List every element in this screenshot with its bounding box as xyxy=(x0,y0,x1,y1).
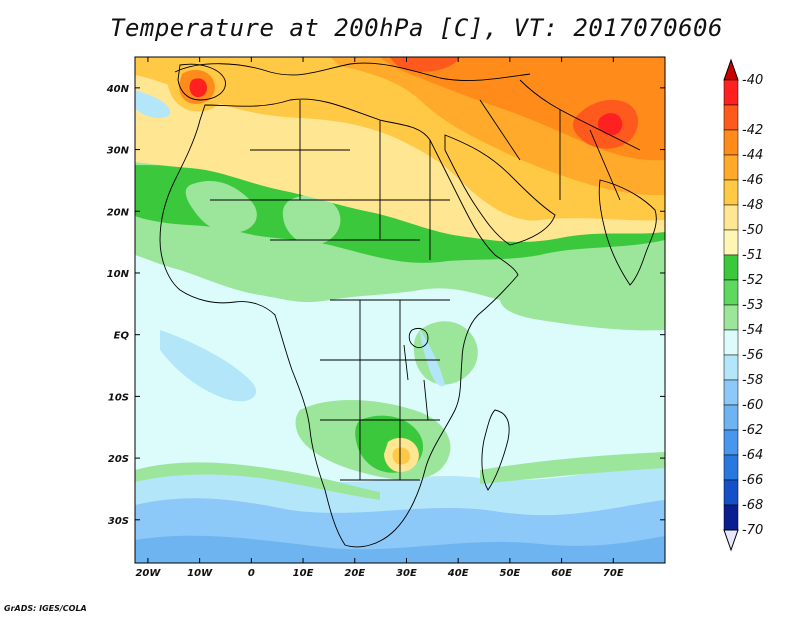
madagascar-coastline xyxy=(481,409,510,491)
field-patch-53-indian-ocean xyxy=(500,292,665,331)
colorbar-label: -50 xyxy=(742,223,763,238)
field-patch-40-iran xyxy=(597,113,623,136)
colorbar-segment xyxy=(723,79,739,106)
colorbar-segment xyxy=(723,229,739,256)
field-blob-56-atlantic xyxy=(160,330,257,402)
colorbar-segment xyxy=(723,429,739,456)
lake-victoria xyxy=(408,327,429,349)
colorbar-segment xyxy=(723,404,739,431)
x-tick-label: 20W xyxy=(135,568,161,579)
colorbar-label: -68 xyxy=(742,498,763,513)
asia-borders xyxy=(479,79,641,201)
colorbar-label: -51 xyxy=(742,248,763,263)
x-tick-label: 50E xyxy=(500,568,521,579)
x-axis: 20W 10W 0 10E 20E 30E 40E 50E 60E 70E xyxy=(135,57,624,579)
colorbar-label: -70 xyxy=(742,523,763,538)
colorbar-segment xyxy=(723,104,739,131)
europe-coastline xyxy=(174,62,531,81)
y-tick-label: 20N xyxy=(107,207,130,218)
colorbar-label: -64 xyxy=(742,448,763,463)
colorbar-label: -56 xyxy=(742,348,763,363)
y-tick-label: EQ xyxy=(114,331,130,342)
x-tick-label: 0 xyxy=(248,568,255,579)
field-band-60-south xyxy=(135,535,665,563)
y-tick-label: 30S xyxy=(108,516,129,527)
colorbar-segment xyxy=(723,354,739,381)
colorbar-segment xyxy=(723,129,739,156)
colorbar-segment xyxy=(723,204,739,231)
internal-borders xyxy=(210,100,450,481)
y-tick-label: 20S xyxy=(108,454,129,465)
africa-coastline xyxy=(159,98,519,548)
colorbar-label: -60 xyxy=(742,398,763,413)
colorbar-label: -46 xyxy=(742,173,763,188)
coastlines-and-borders xyxy=(159,62,657,548)
colorbar-top-arrow xyxy=(723,58,739,81)
field-patch-42-balkans xyxy=(390,57,460,72)
x-tick-label: 70E xyxy=(603,568,624,579)
colorbar-segment xyxy=(723,454,739,481)
colorbar-segment xyxy=(723,504,739,531)
colorbar-label: -48 xyxy=(742,198,763,213)
x-tick-label: 40E xyxy=(447,568,469,579)
field-patch-53-west xyxy=(185,180,257,233)
colorbar-label: -54 xyxy=(742,323,763,338)
field-streak-56-atlantic xyxy=(135,90,171,118)
colorbar-label: -44 xyxy=(742,148,763,163)
y-tick-label: 30N xyxy=(107,146,130,157)
plot-frame xyxy=(134,56,666,564)
lake-tanganyika-malawi xyxy=(403,344,429,421)
india-coastline xyxy=(598,179,657,286)
colorbar-segment xyxy=(723,279,739,306)
colorbar-label: -53 xyxy=(742,298,763,313)
field-arc-53-south-atlantic xyxy=(135,462,380,500)
iberia-coastline xyxy=(177,63,226,101)
y-tick-label: 10S xyxy=(108,392,129,403)
colorbar-label: -62 xyxy=(742,423,763,438)
arabian-coastline xyxy=(444,134,556,246)
map-title: Temperature at 200hPa [C], VT: 201707060… xyxy=(110,14,723,42)
x-tick-label: 10W xyxy=(187,568,213,579)
colorbar-bottom-arrow xyxy=(723,529,739,552)
y-axis: 40N 30N 20N 10N EQ 10S 20S 30S xyxy=(106,84,665,527)
colorbar-label: -42 xyxy=(742,123,763,138)
colorbar-segment xyxy=(723,179,739,206)
field-patch-iberia-40 xyxy=(189,78,207,98)
colorbar-segment xyxy=(723,479,739,506)
colorbar: -40 -42 -44 -46 -48 -50 -51 -52 -53 -54 -56 -58 -60 -… xyxy=(723,58,763,552)
field-patch-48-zimbabwe xyxy=(392,447,411,465)
field-patch-53-east xyxy=(282,195,341,245)
colorbar-label: -52 xyxy=(742,273,763,288)
x-tick-label: 20E xyxy=(344,568,365,579)
colorbar-label: -58 xyxy=(742,373,763,388)
x-tick-label: 10E xyxy=(293,568,314,579)
colorbar-segment xyxy=(723,254,739,281)
x-tick-label: 60E xyxy=(551,568,572,579)
field-arc-53-south-indian xyxy=(480,452,665,484)
y-tick-label: 10N xyxy=(107,269,130,280)
y-tick-label: 40N xyxy=(106,84,130,95)
colorbar-label: -40 xyxy=(742,73,763,88)
grads-credit: GrADS: IGES/COLA xyxy=(4,604,87,613)
colorbar-segment xyxy=(723,329,739,356)
x-tick-label: 30E xyxy=(396,568,417,579)
colorbar-segment xyxy=(723,154,739,181)
colorbar-segment xyxy=(723,304,739,331)
colorbar-label: -66 xyxy=(742,473,763,488)
colorbar-segment xyxy=(723,379,739,406)
